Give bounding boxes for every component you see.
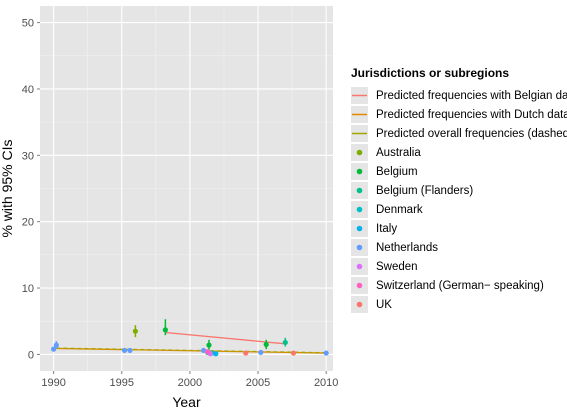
data-point <box>323 350 329 356</box>
data-point <box>290 350 297 356</box>
legend-title: Jurisdictions or subregions <box>351 66 510 80</box>
legend-item: Belgium <box>345 162 565 181</box>
legend-key <box>351 87 368 104</box>
legend-point-swatch <box>356 206 363 213</box>
data-point <box>51 346 57 352</box>
legend-item: Denmark <box>345 200 565 219</box>
legend-key <box>351 106 368 123</box>
data-points <box>51 319 329 357</box>
legend-item: UK <box>345 295 565 314</box>
data-point <box>200 347 207 354</box>
legend-label: Switzerland (German− speaking) <box>376 279 544 292</box>
legend-key <box>351 296 368 313</box>
data-point <box>206 342 212 348</box>
legend-item: Italy <box>345 219 565 238</box>
legend-point-swatch <box>356 149 363 156</box>
legend-items: Predicted frequencies with Belgian data P… <box>345 86 567 314</box>
y-tick-label: 20 <box>22 217 34 229</box>
data-point <box>205 349 211 355</box>
legend-key <box>351 277 368 294</box>
legend-label: Australia <box>376 146 421 159</box>
legend-item: Predicted overall frequencies (dashed) <box>345 124 567 143</box>
legend-label: Predicted frequencies with Dutch data <box>376 108 567 121</box>
x-tick-label: 1995 <box>110 377 134 389</box>
predicted-line <box>56 347 327 354</box>
x-tick-label: 2010 <box>314 377 338 389</box>
legend-point-swatch <box>356 282 363 289</box>
predicted-line <box>165 331 286 345</box>
legend-item: Switzerland (German− speaking) <box>345 276 565 295</box>
legend-point-swatch <box>356 168 363 175</box>
legend-point-swatch <box>356 225 363 232</box>
legend-label: Netherlands <box>376 241 439 254</box>
legend-key <box>351 163 368 180</box>
legend-item: Australia <box>345 143 565 162</box>
legend-point-swatch <box>356 244 363 251</box>
y-axis-ticks: 0 10 20 30 40 50 <box>22 18 40 361</box>
legend: Jurisdictions or subregions Predicted fr… <box>345 66 567 314</box>
legend-point-swatch <box>356 301 363 308</box>
legend-point-swatch <box>356 187 363 194</box>
data-point <box>132 328 138 334</box>
data-point <box>243 350 249 356</box>
data-point <box>121 347 128 354</box>
data-point <box>53 342 59 348</box>
legend-label: Belgium <box>376 165 418 178</box>
predicted-lines <box>56 331 327 354</box>
legend-point-swatch <box>356 263 363 270</box>
x-axis-ticks: 1990 1995 2000 2005 2010 <box>41 371 338 389</box>
legend-label: Belgium (Flanders) <box>376 184 474 197</box>
legend-key <box>351 201 368 218</box>
legend-label: UK <box>376 298 392 311</box>
legend-label: Sweden <box>376 260 418 273</box>
legend-label: Predicted overall frequencies (dashed) <box>376 127 567 140</box>
y-axis-label: % with 95% CIs <box>0 139 15 237</box>
data-point <box>162 327 168 333</box>
legend-label: Denmark <box>376 203 423 216</box>
x-tick-label: 2000 <box>178 377 202 389</box>
legend-key <box>351 125 368 142</box>
legend-key <box>351 144 368 161</box>
legend-item: Predicted frequencies with Belgian data <box>345 86 567 105</box>
legend-item: Belgium (Flanders) <box>345 181 565 200</box>
y-tick-label: 0 <box>28 349 34 361</box>
data-point <box>263 341 269 348</box>
legend-key <box>351 220 368 237</box>
y-tick-label: 30 <box>22 150 34 162</box>
legend-item: Netherlands <box>345 238 565 257</box>
legend-item: Sweden <box>345 257 565 276</box>
data-point <box>258 349 264 356</box>
y-tick-label: 10 <box>22 283 34 295</box>
x-tick-label: 1990 <box>41 377 65 389</box>
legend-item: Predicted frequencies with Dutch data <box>345 105 567 124</box>
data-point <box>282 339 288 346</box>
x-axis-label: Year <box>172 394 201 410</box>
legend-label: Italy <box>376 222 398 235</box>
grid-lines <box>40 6 333 371</box>
y-tick-label: 50 <box>22 18 34 30</box>
x-tick-label: 2005 <box>246 377 270 389</box>
legend-key <box>351 182 368 199</box>
data-point <box>127 347 133 354</box>
legend-label: Predicted frequencies with Belgian data <box>376 89 567 102</box>
legend-key <box>351 239 368 256</box>
legend-key <box>351 258 368 275</box>
data-point <box>213 351 219 357</box>
y-tick-label: 40 <box>22 84 34 96</box>
